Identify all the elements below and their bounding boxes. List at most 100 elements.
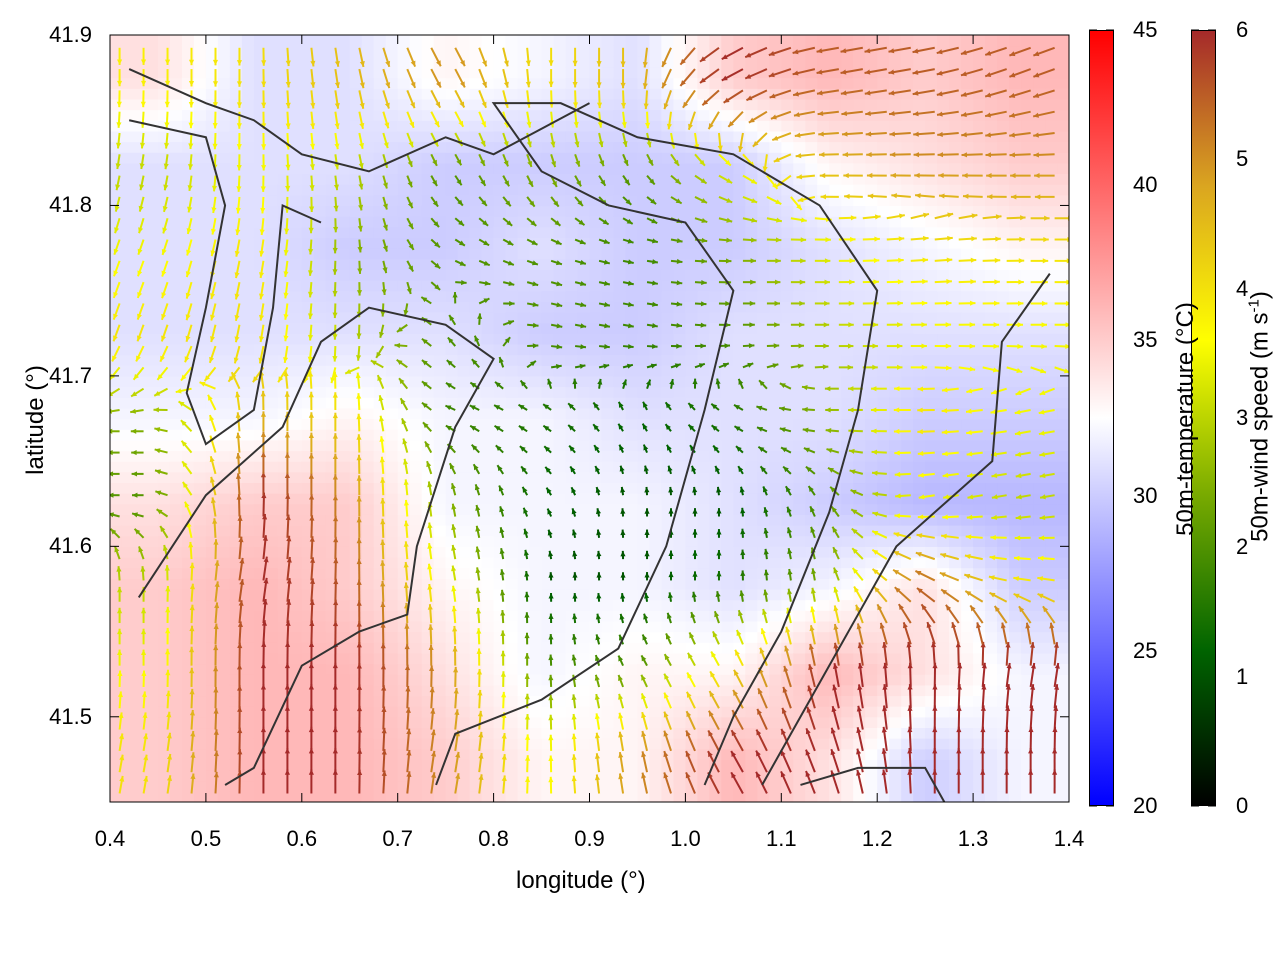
temperature-cell	[625, 525, 639, 537]
temperature-cell	[445, 141, 459, 153]
temperature-cell	[421, 35, 435, 47]
temperature-cell	[889, 599, 902, 611]
temperature-cell	[301, 663, 315, 675]
temperature-cell	[553, 759, 567, 771]
temperature-cell	[373, 194, 387, 207]
temperature-cell	[469, 248, 483, 260]
temperature-cell	[817, 152, 830, 164]
temperature-cell	[277, 226, 291, 239]
temperature-cell	[757, 429, 770, 441]
temperature-cell	[265, 482, 279, 494]
temperature-cell	[865, 280, 878, 292]
temperature-cell	[457, 461, 471, 473]
temperature-cell	[829, 386, 842, 398]
temperature-cell	[265, 567, 279, 579]
temperature-cell	[673, 727, 686, 739]
temperature-cell	[733, 322, 746, 334]
temperature-cell	[649, 780, 663, 792]
temperature-cell	[601, 301, 615, 313]
temperature-cell	[841, 407, 854, 420]
temperature-cell	[541, 738, 555, 750]
temperature-cell	[577, 120, 591, 132]
temperature-cell	[481, 280, 495, 292]
temperature-cell	[349, 66, 363, 79]
temperature-cell	[589, 162, 603, 175]
temperature-cell	[469, 450, 483, 462]
temperature-cell	[289, 173, 303, 185]
temperature-cell	[217, 418, 231, 430]
temperature-cell	[697, 343, 710, 356]
temperature-cell	[817, 684, 830, 697]
temperature-cell	[181, 546, 195, 558]
temperature-cell	[757, 727, 770, 739]
temperature-cell	[661, 162, 675, 175]
temperature-cell	[781, 248, 794, 260]
temperature-cell	[421, 354, 435, 366]
temperature-cell	[817, 556, 830, 569]
temperature-cell	[397, 152, 411, 164]
temperature-cell	[205, 695, 219, 707]
temperature-cell	[481, 375, 495, 388]
temperature-cell	[625, 152, 639, 164]
temperature-cell	[613, 684, 627, 697]
temperature-cell	[625, 130, 639, 143]
temperature-cell	[925, 461, 938, 473]
temperature-cell	[805, 226, 818, 239]
temperature-cell	[541, 301, 555, 313]
temperature-cell	[529, 642, 543, 654]
temperature-cell	[385, 535, 399, 547]
temperature-cell	[697, 184, 710, 196]
temperature-cell	[505, 269, 519, 281]
temperature-cell	[793, 727, 806, 739]
temperature-cell	[241, 727, 255, 739]
temperature-cell	[613, 301, 627, 313]
temperature-cell	[841, 663, 854, 675]
temperature-cell	[937, 525, 950, 537]
temperature-cell	[637, 66, 651, 79]
temperature-cell	[829, 674, 842, 686]
temperature-cell	[697, 706, 710, 718]
temperature-cell	[757, 450, 770, 462]
temperature-cell	[781, 578, 794, 590]
temperature-cell	[493, 205, 507, 217]
temperature-cell	[169, 130, 183, 143]
temperature-cell	[673, 141, 686, 153]
temperature-cell	[169, 716, 183, 729]
temperature-cell	[121, 109, 135, 121]
temperature-cell	[481, 269, 495, 281]
temperature-cell	[265, 663, 279, 675]
temperature-cell	[553, 684, 567, 697]
temperature-cell	[205, 663, 219, 675]
temperature-cell	[697, 56, 710, 68]
temperature-cell	[241, 461, 255, 473]
temperature-cell	[829, 109, 842, 121]
temperature-cell	[121, 130, 135, 143]
temperature-cell	[601, 684, 615, 697]
temperature-cell	[205, 535, 219, 547]
temperature-cell	[433, 333, 447, 345]
temperature-cell	[253, 482, 267, 494]
temperature-cell	[145, 674, 159, 686]
temperature-cell	[805, 578, 818, 590]
temperature-cell	[673, 322, 686, 334]
temperature-cell	[613, 535, 627, 547]
temperature-cell	[625, 770, 639, 782]
temperature-cell	[589, 333, 603, 345]
temperature-cell	[157, 141, 171, 153]
temperature-cell	[361, 173, 375, 185]
temperature-cell	[625, 780, 639, 792]
temperature-cell	[625, 343, 639, 356]
temperature-cell	[169, 642, 183, 654]
temperature-cell	[181, 631, 195, 643]
temperature-cell	[385, 226, 399, 239]
temperature-cell	[517, 439, 531, 452]
temperature-cell	[529, 98, 543, 111]
temperature-cell	[505, 514, 519, 526]
temperature-cell	[493, 642, 507, 654]
temperature-cell	[673, 759, 686, 771]
temperature-cell	[265, 290, 279, 302]
temperature-cell	[301, 642, 315, 654]
temperature-cell	[349, 556, 363, 569]
temperature-cell	[601, 194, 615, 207]
temperature-cell	[289, 770, 303, 782]
